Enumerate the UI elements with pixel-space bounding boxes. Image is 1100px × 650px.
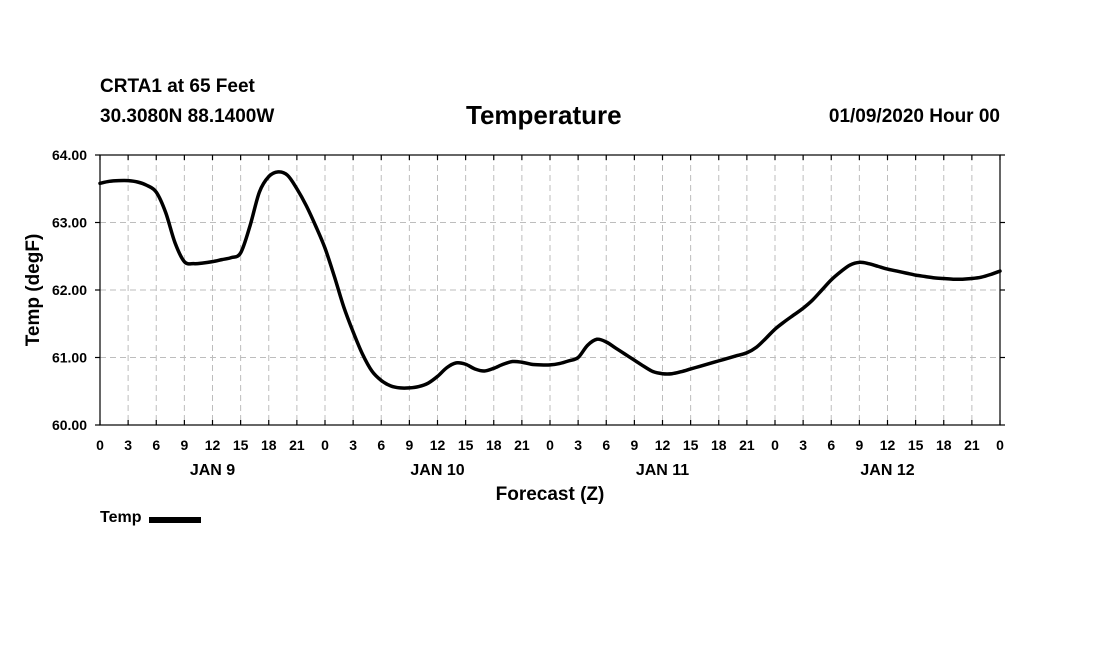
x-tick-label: 21 bbox=[964, 437, 980, 453]
x-tick-label: 18 bbox=[936, 437, 952, 453]
x-tick-label: 9 bbox=[180, 437, 188, 453]
series-line-temp bbox=[98, 170, 1002, 390]
station-label: CRTA1 at 65 Feet bbox=[100, 76, 255, 97]
day-labels: JAN 9 JAN 10 JAN 11 JAN 12 bbox=[190, 462, 915, 479]
x-tick-label: 18 bbox=[261, 437, 277, 453]
x-tick-label: 3 bbox=[574, 437, 582, 453]
x-tick-label: 9 bbox=[405, 437, 413, 453]
axis-ticks bbox=[95, 154, 1005, 426]
x-tick-label: 3 bbox=[349, 437, 357, 453]
x-tick-label: 0 bbox=[96, 437, 104, 453]
x-tick-label: 15 bbox=[233, 437, 249, 453]
legend-line-swatch bbox=[149, 516, 202, 523]
x-tick-label: 12 bbox=[655, 437, 671, 453]
x-tick-label: 15 bbox=[458, 437, 474, 453]
x-tick-label: 21 bbox=[514, 437, 530, 453]
x-tick-label: 0 bbox=[321, 437, 329, 453]
x-tick-label: 9 bbox=[630, 437, 638, 453]
x-tick-label: 3 bbox=[799, 437, 807, 453]
x-tick-label: 0 bbox=[546, 437, 554, 453]
y-axis-title: Temp (degF) bbox=[23, 234, 44, 347]
x-tick-label: 15 bbox=[908, 437, 924, 453]
day-label: JAN 9 bbox=[190, 462, 235, 479]
day-label: JAN 12 bbox=[860, 462, 914, 479]
legend: Temp bbox=[100, 509, 202, 527]
x-tick-label: 12 bbox=[205, 437, 221, 453]
y-tick-label: 61.00 bbox=[52, 350, 87, 366]
day-label: JAN 11 bbox=[636, 462, 689, 479]
x-tick-label: 0 bbox=[996, 437, 1004, 453]
forecast-datetime: 01/09/2020 Hour 00 bbox=[828, 106, 1000, 127]
x-tick-label: 21 bbox=[289, 437, 305, 453]
x-tick-label: 0 bbox=[771, 437, 779, 453]
y-tick-label: 62.00 bbox=[52, 282, 87, 298]
day-label: JAN 10 bbox=[410, 462, 464, 479]
x-tick-label: 9 bbox=[855, 437, 863, 453]
chart-title: Temperature bbox=[466, 100, 622, 130]
y-tick-label: 60.00 bbox=[52, 417, 87, 433]
y-tick-label: 64.00 bbox=[52, 147, 87, 163]
y-tick-label: 63.00 bbox=[52, 215, 87, 231]
grid bbox=[100, 155, 1000, 425]
x-tick-label: 15 bbox=[683, 437, 699, 453]
station-coordinates: 30.3080N 88.1400W bbox=[100, 106, 275, 127]
x-axis-tick-labels: 0 3 6 9 12 15 18 21 0 3 6 9 12 15 18 21 0 3 6 9 12 15 18 21 0 3 6 9… bbox=[96, 437, 1004, 453]
x-tick-label: 6 bbox=[377, 437, 385, 453]
x-tick-label: 18 bbox=[711, 437, 727, 453]
x-tick-label: 18 bbox=[486, 437, 502, 453]
x-tick-label: 12 bbox=[430, 437, 446, 453]
legend-label: Temp bbox=[100, 509, 142, 526]
x-tick-label: 3 bbox=[124, 437, 132, 453]
x-tick-label: 12 bbox=[880, 437, 896, 453]
x-tick-label: 6 bbox=[152, 437, 160, 453]
x-tick-label: 6 bbox=[602, 437, 610, 453]
x-axis-title: Forecast (Z) bbox=[496, 484, 605, 505]
y-axis-tick-labels: 60.00 61.00 62.00 63.00 64.00 bbox=[52, 147, 87, 433]
x-tick-label: 6 bbox=[827, 437, 835, 453]
x-tick-label: 21 bbox=[739, 437, 755, 453]
